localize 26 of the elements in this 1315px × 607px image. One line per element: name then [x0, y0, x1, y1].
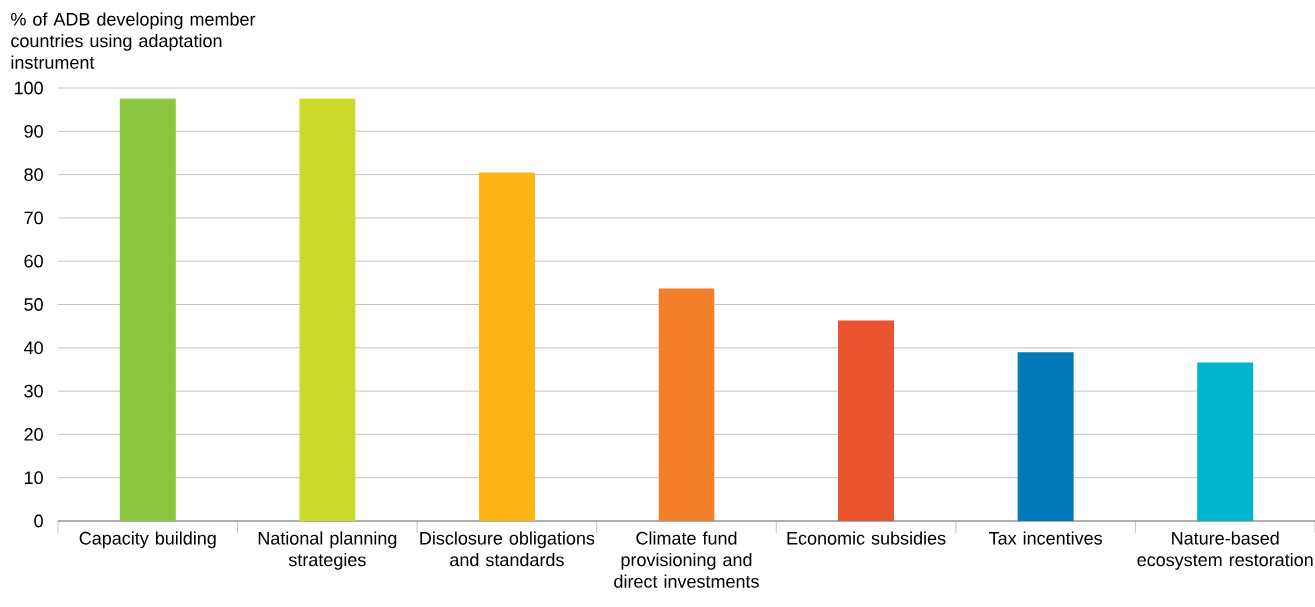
y-tick-label: 40: [24, 341, 43, 355]
bar: [1197, 362, 1254, 521]
bar: [299, 98, 356, 521]
y-tick-label: 0: [34, 514, 43, 528]
y-tick-label: 10: [24, 471, 43, 485]
y-tick-label: 80: [24, 168, 43, 181]
bar: [658, 288, 715, 521]
bar: [838, 320, 895, 521]
bar: [478, 172, 535, 521]
y-tick-label: 100: [14, 81, 43, 95]
bar: [119, 98, 176, 521]
y-tick-label: 70: [24, 211, 43, 225]
bar: [1017, 352, 1074, 521]
x-tick-label: Tax incentives: [989, 531, 1102, 545]
y-tick-label: 20: [24, 428, 43, 441]
y-tick-label: 50: [24, 298, 43, 311]
y-tick-label: 60: [24, 254, 43, 268]
y-axis-title: % of ADB developing member countries using adaptation instrument: [11, 12, 256, 69]
x-tick-label: Nature-based ecosystem restoration: [1137, 531, 1313, 570]
y-tick-label: 30: [24, 384, 43, 398]
x-tick-label: Economic subsidies: [787, 531, 946, 545]
x-tick-label: Climate fund provisioning and direct investments: [614, 531, 759, 588]
x-tick-label: Disclosure obligations and standards: [420, 531, 595, 567]
x-tick-label: Capacity building: [79, 531, 216, 549]
x-tick-label: National planning strategies: [258, 531, 397, 570]
y-tick-label: 90: [24, 124, 43, 138]
